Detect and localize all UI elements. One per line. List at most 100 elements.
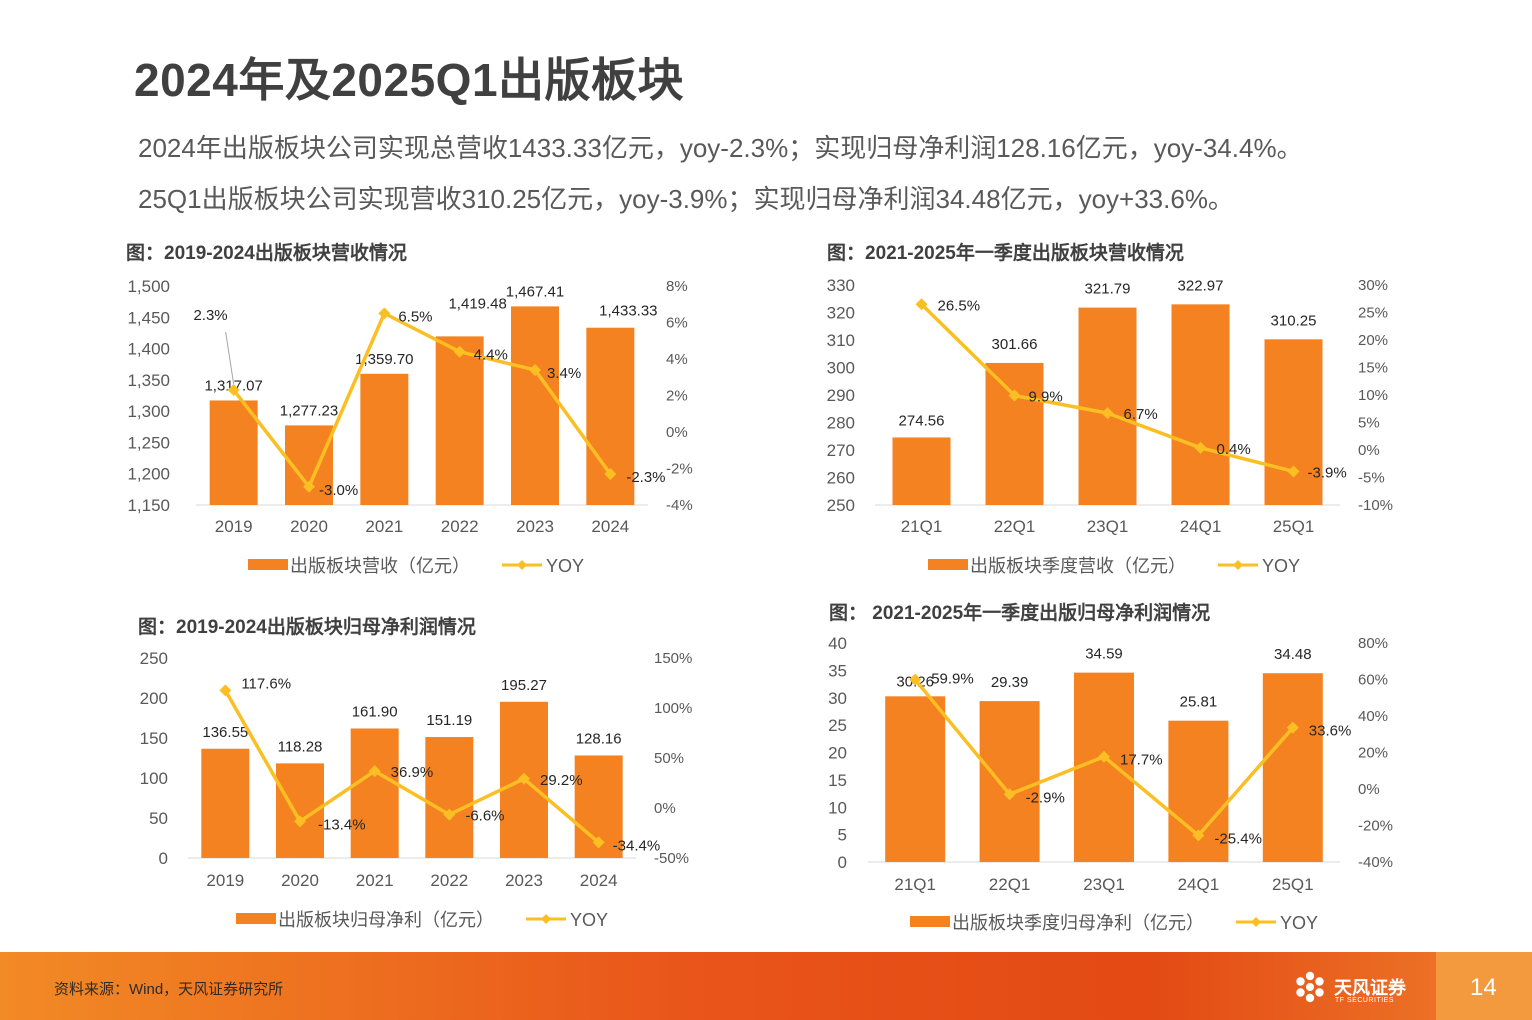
chart-2-y-tick-label: 250 (827, 496, 855, 515)
chart-3-yoy-value-label: -34.4% (613, 837, 661, 854)
chart-2-y2-tick-label: 5% (1358, 415, 1380, 432)
chart-3-yoy-value-label: 36.9% (391, 764, 434, 781)
chart-1-category-label: 2024 (591, 517, 629, 536)
chart-2-y2-tick-label: 15% (1358, 360, 1388, 377)
tf-logo-icon (1296, 971, 1324, 1003)
chart-2-title: 图：2021-2025年一季度出版板块营收情况 (827, 243, 1184, 264)
source-note: 资料来源：Wind，天风证券研究所 (54, 981, 284, 998)
chart-2-y2-tick-label: -5% (1358, 470, 1385, 487)
chart-4-yoy-point (1003, 788, 1016, 801)
chart-1-title: 图：2019-2024出版板块营收情况 (126, 243, 407, 264)
chart-4-y-tick-label: 20 (828, 744, 847, 763)
chart-3-legend-bar-label: 出版板块归母净利（亿元） (278, 910, 494, 930)
chart-2-category-label: 21Q1 (901, 517, 943, 536)
chart-3-legend-bar-swatch (236, 913, 276, 924)
chart-1-y2-tick-label: 4% (666, 351, 688, 368)
chart-4-bar-value-label: 25.81 (1180, 694, 1218, 711)
chart-3-category-label: 2021 (356, 871, 394, 890)
chart-2-bar-value-label: 321.79 (1085, 281, 1131, 298)
chart-4-bar (1074, 672, 1134, 862)
summary-line-1: 2024年出版板块公司实现总营收1433.33亿元，yoy-2.3%；实现归母净… (138, 133, 1303, 163)
chart-4-yoy-value-label: -25.4% (1214, 830, 1262, 847)
chart-3-bar-value-label: 151.19 (426, 712, 472, 729)
chart-2-yoy-point (1287, 465, 1300, 478)
chart-3-y2-tick-label: 0% (654, 800, 676, 817)
chart-4-category-label: 25Q1 (1272, 875, 1314, 894)
chart-1-bar-value-label: 1,467.41 (506, 283, 564, 300)
chart-1-yoy-value-label: -3.0% (319, 482, 358, 499)
chart-2-y-tick-label: 310 (827, 331, 855, 350)
chart-4-bar (1262, 673, 1323, 862)
chart-1-legend-bar-swatch (248, 559, 288, 570)
chart-2-y-tick-label: 270 (827, 441, 855, 460)
chart-3-y2-tick-label: 100% (654, 700, 692, 717)
chart-2-yoy-point (1008, 389, 1021, 402)
chart-3-yoy-value-label: -6.6% (465, 808, 504, 825)
chart-2-y-tick-label: 280 (827, 414, 855, 433)
chart-2-category-label: 22Q1 (994, 517, 1036, 536)
chart-2-yoy-value-label: 9.9% (1029, 389, 1063, 406)
logo-name-en: TF SECURITIES (1335, 997, 1395, 1004)
chart-4-yoy-point (909, 673, 922, 686)
chart-4-y-tick-label: 30 (828, 689, 847, 708)
chart-1-y-tick-label: 1,450 (127, 308, 170, 327)
chart-4-y2-tick-label: 60% (1358, 672, 1388, 689)
chart-1-category-label: 2023 (516, 517, 554, 536)
chart-1-legend-bar-label: 出版板块营收（亿元） (290, 556, 470, 576)
chart-1-y2-tick-label: 0% (666, 424, 688, 441)
chart-1-bar (360, 373, 409, 505)
chart-3-yoy-point (443, 808, 456, 821)
chart-1-y2-tick-label: 6% (666, 315, 688, 332)
chart-2-bar (1078, 307, 1137, 505)
chart-4-bar-value-label: 29.39 (991, 674, 1029, 691)
chart-2-yoy-value-label: 26.5% (938, 297, 981, 314)
chart-1-yoy-point (604, 467, 617, 480)
page-number: 14 (1470, 974, 1497, 1001)
chart-4-title: 图： 2021-2025年一季度出版归母净利润情况 (829, 603, 1211, 624)
chart-4-y2-tick-label: -20% (1358, 818, 1393, 835)
chart-1-y-tick-label: 1,200 (127, 465, 170, 484)
chart-3-yoy-value-label: -13.4% (318, 816, 366, 833)
chart-2-y-tick-label: 300 (827, 359, 855, 378)
chart-2-yoy-value-label: 6.7% (1124, 406, 1158, 423)
footer-bar (0, 952, 1532, 1020)
chart-4-y-tick-label: 40 (828, 634, 847, 653)
chart-4-yoy-point (1192, 829, 1205, 842)
chart-4-legend-line-label: YOY (1280, 913, 1318, 933)
chart-1-yoy-value-label: 4.4% (474, 347, 508, 364)
chart-2-y2-tick-label: 25% (1358, 305, 1388, 322)
chart-2-category-label: 23Q1 (1087, 517, 1129, 536)
chart-4-y-tick-label: 25 (828, 716, 847, 735)
chart-3-bar-value-label: 195.27 (501, 677, 547, 694)
chart-2-yoy-point (1101, 407, 1114, 420)
chart-2-bar-value-label: 274.56 (899, 412, 945, 429)
chart-2-legend-bar-label: 出版板块季度营收（亿元） (970, 556, 1186, 576)
chart-1-category-label: 2019 (215, 517, 253, 536)
chart-2-y-tick-label: 330 (827, 276, 855, 295)
chart-2-y2-tick-label: 0% (1358, 442, 1380, 459)
chart-2-yoy-point (915, 298, 928, 311)
chart-1-yoy-line (232, 311, 612, 489)
chart-3-yoy-point (368, 765, 381, 778)
chart-1-category-label: 2021 (365, 517, 403, 536)
chart-4-y-tick-label: 35 (828, 661, 847, 680)
chart-3-bar-value-label: 128.16 (576, 730, 622, 747)
chart-3-y-tick-label: 0 (159, 849, 168, 868)
chart-4-y-tick-label: 0 (838, 853, 847, 872)
chart-1-y-tick-label: 1,300 (127, 402, 170, 421)
chart-3-category-label: 2019 (206, 871, 244, 890)
chart-4-y2-tick-label: 0% (1358, 781, 1380, 798)
chart-4-yoy-value-label: 33.6% (1309, 723, 1352, 740)
chart-2-bar (1171, 304, 1230, 505)
summary-line-2: 25Q1出版板块公司实现营收310.25亿元，yoy-3.9%；实现归母净利润3… (138, 184, 1234, 214)
chart-3-yoy-point (518, 772, 530, 785)
chart-4-bar-value-label: 34.59 (1085, 646, 1123, 663)
page-number-box (1436, 952, 1532, 1020)
chart-1-yoy-point (453, 345, 466, 358)
chart-1-y-tick-label: 1,250 (127, 433, 170, 452)
chart-3-y-tick-label: 250 (140, 649, 168, 668)
chart-3-category-label: 2023 (505, 871, 543, 890)
chart-1-bar-value-label: 1,277.23 (280, 402, 338, 419)
chart-1-y-tick-label: 1,350 (127, 371, 170, 390)
chart-3-yoy-point (294, 815, 306, 828)
